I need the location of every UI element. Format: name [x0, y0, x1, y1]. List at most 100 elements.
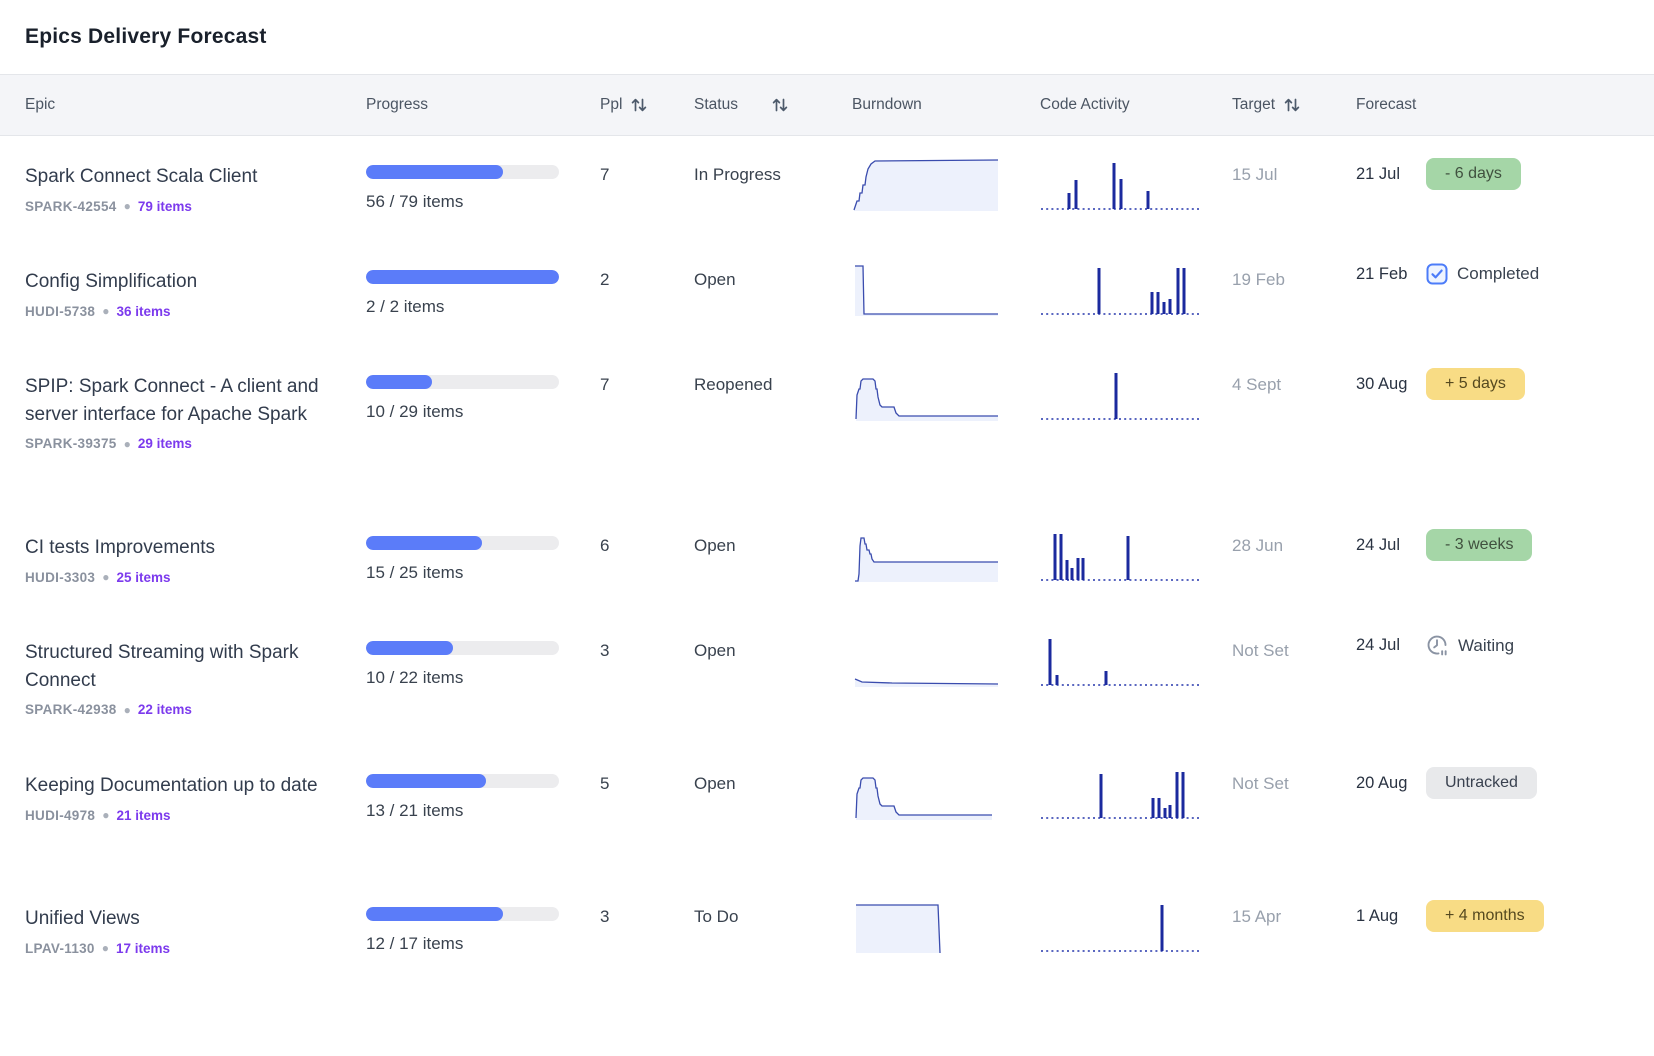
- table-row[interactable]: Unified Views LPAV-1130 ● 17 items 12 / …: [0, 878, 1654, 1055]
- forecast-completed[interactable]: Completed: [1426, 263, 1539, 285]
- status-text: Open: [694, 270, 736, 290]
- table-row[interactable]: SPIP: Spark Connect - A client and serve…: [0, 346, 1654, 507]
- progress-bar: [366, 641, 559, 655]
- table-header-row: Epic Progress Ppl Status Burndown: [0, 74, 1654, 136]
- status-text: To Do: [694, 907, 738, 927]
- dot-separator-icon: ●: [102, 570, 109, 584]
- column-header-epic: Epic: [0, 96, 341, 114]
- column-label: Epic: [25, 96, 55, 114]
- forecast-date: 24 Jul: [1356, 536, 1426, 555]
- burndown-chart: [852, 897, 1000, 954]
- status-text: In Progress: [694, 165, 781, 185]
- column-header-progress: Progress: [341, 96, 575, 114]
- progress-bar: [366, 270, 559, 284]
- epic-subtitle: SPARK-39375 ● 29 items: [25, 436, 341, 451]
- epic-key: HUDI-4978: [25, 808, 95, 823]
- epic-items-count[interactable]: 22 items: [138, 702, 192, 717]
- epic-cell: Keeping Documentation up to date HUDI-49…: [0, 745, 341, 823]
- epic-items-count[interactable]: 25 items: [116, 570, 170, 585]
- burndown-chart: [852, 764, 1000, 821]
- forecast-badge: Untracked: [1426, 767, 1537, 799]
- column-label: Status: [694, 96, 738, 114]
- forecast-date: 30 Aug: [1356, 375, 1426, 394]
- ppl-count: 6: [600, 536, 609, 556]
- epic-key: SPARK-39375: [25, 436, 117, 451]
- table-row[interactable]: Keeping Documentation up to date HUDI-49…: [0, 745, 1654, 878]
- epic-items-count[interactable]: 21 items: [116, 808, 170, 823]
- target-date: 28 Jun: [1232, 536, 1283, 556]
- progress-label: 2 / 2 items: [366, 297, 575, 317]
- code-activity-chart: [1040, 631, 1200, 688]
- table-row[interactable]: Config Simplification HUDI-5738 ● 36 ite…: [0, 241, 1654, 346]
- ppl-cell: 2: [575, 241, 669, 290]
- epic-cell: Spark Connect Scala Client SPARK-42554 ●…: [0, 136, 341, 214]
- ppl-cell: 5: [575, 745, 669, 794]
- forecast-indicator: - 3 weeks: [1426, 529, 1532, 561]
- dot-separator-icon: ●: [124, 437, 131, 451]
- progress-bar-fill: [366, 907, 503, 921]
- epic-key: HUDI-5738: [25, 304, 95, 319]
- epic-items-count[interactable]: 36 items: [116, 304, 170, 319]
- forecast-badge: + 4 months: [1426, 900, 1544, 932]
- forecast-date: 21 Feb: [1356, 265, 1426, 284]
- burndown-cell: [827, 136, 1015, 212]
- code-activity-chart: [1040, 155, 1200, 212]
- forecast-cell: 24 Jul Waiting: [1331, 607, 1654, 657]
- epic-subtitle: SPARK-42938 ● 22 items: [25, 702, 341, 717]
- target-cell: 4 Sept: [1207, 346, 1331, 395]
- epic-cell: Unified Views LPAV-1130 ● 17 items: [0, 878, 341, 956]
- epic-title[interactable]: SPIP: Spark Connect - A client and serve…: [25, 373, 325, 428]
- dot-separator-icon: ●: [124, 703, 131, 717]
- column-label: Burndown: [852, 96, 922, 114]
- forecast-label: Completed: [1457, 264, 1539, 284]
- table-row[interactable]: CI tests Improvements HUDI-3303 ● 25 ite…: [0, 507, 1654, 612]
- target-date: 19 Feb: [1232, 270, 1285, 290]
- forecast-indicator: + 5 days: [1426, 368, 1525, 400]
- epic-title[interactable]: CI tests Improvements: [25, 534, 325, 562]
- epic-items-count[interactable]: 29 items: [138, 436, 192, 451]
- ppl-count: 3: [600, 907, 609, 927]
- progress-bar: [366, 375, 559, 389]
- code-activity-chart: [1040, 365, 1200, 422]
- sort-icon[interactable]: [1282, 95, 1302, 115]
- epic-items-count[interactable]: 79 items: [138, 199, 192, 214]
- page-title: Epics Delivery Forecast: [25, 25, 267, 49]
- clock-waiting-icon: [1426, 634, 1449, 657]
- forecast-badge: - 3 weeks: [1426, 529, 1532, 561]
- forecast-badge: + 5 days: [1426, 368, 1525, 400]
- forecast-badge: - 6 days: [1426, 158, 1521, 190]
- epic-title[interactable]: Structured Streaming with Spark Connect: [25, 639, 325, 694]
- status-text: Open: [694, 641, 736, 661]
- code-activity-cell: [1015, 241, 1207, 317]
- ppl-count: 2: [600, 270, 609, 290]
- column-header-ppl: Ppl: [575, 95, 669, 115]
- burndown-chart: [852, 526, 1000, 583]
- column-label: Progress: [366, 96, 428, 114]
- checkbox-checked-icon[interactable]: [1426, 263, 1448, 285]
- epic-subtitle: HUDI-4978 ● 21 items: [25, 808, 341, 823]
- status-text: Open: [694, 774, 736, 794]
- sort-icon[interactable]: [629, 95, 649, 115]
- progress-bar: [366, 774, 559, 788]
- epics-table: Epic Progress Ppl Status Burndown: [0, 74, 1654, 1055]
- table-row[interactable]: Spark Connect Scala Client SPARK-42554 ●…: [0, 136, 1654, 241]
- epic-title[interactable]: Spark Connect Scala Client: [25, 163, 325, 191]
- epic-cell: Config Simplification HUDI-5738 ● 36 ite…: [0, 241, 341, 319]
- epic-subtitle: HUDI-5738 ● 36 items: [25, 304, 341, 319]
- table-row[interactable]: Structured Streaming with Spark Connect …: [0, 612, 1654, 745]
- epic-title[interactable]: Unified Views: [25, 905, 325, 933]
- epic-items-count[interactable]: 17 items: [116, 941, 170, 956]
- ppl-cell: 7: [575, 346, 669, 395]
- sort-icon[interactable]: [770, 95, 790, 115]
- epic-cell: Structured Streaming with Spark Connect …: [0, 612, 341, 717]
- progress-bar-fill: [366, 270, 559, 284]
- epic-title[interactable]: Keeping Documentation up to date: [25, 772, 325, 800]
- target-date: 15 Jul: [1232, 165, 1277, 185]
- column-header-code-activity: Code Activity: [1015, 96, 1207, 114]
- epic-subtitle: HUDI-3303 ● 25 items: [25, 570, 341, 585]
- epic-key: HUDI-3303: [25, 570, 95, 585]
- epic-title[interactable]: Config Simplification: [25, 268, 325, 296]
- forecast-date: 20 Aug: [1356, 774, 1426, 793]
- progress-label: 13 / 21 items: [366, 801, 575, 821]
- code-activity-cell: [1015, 745, 1207, 821]
